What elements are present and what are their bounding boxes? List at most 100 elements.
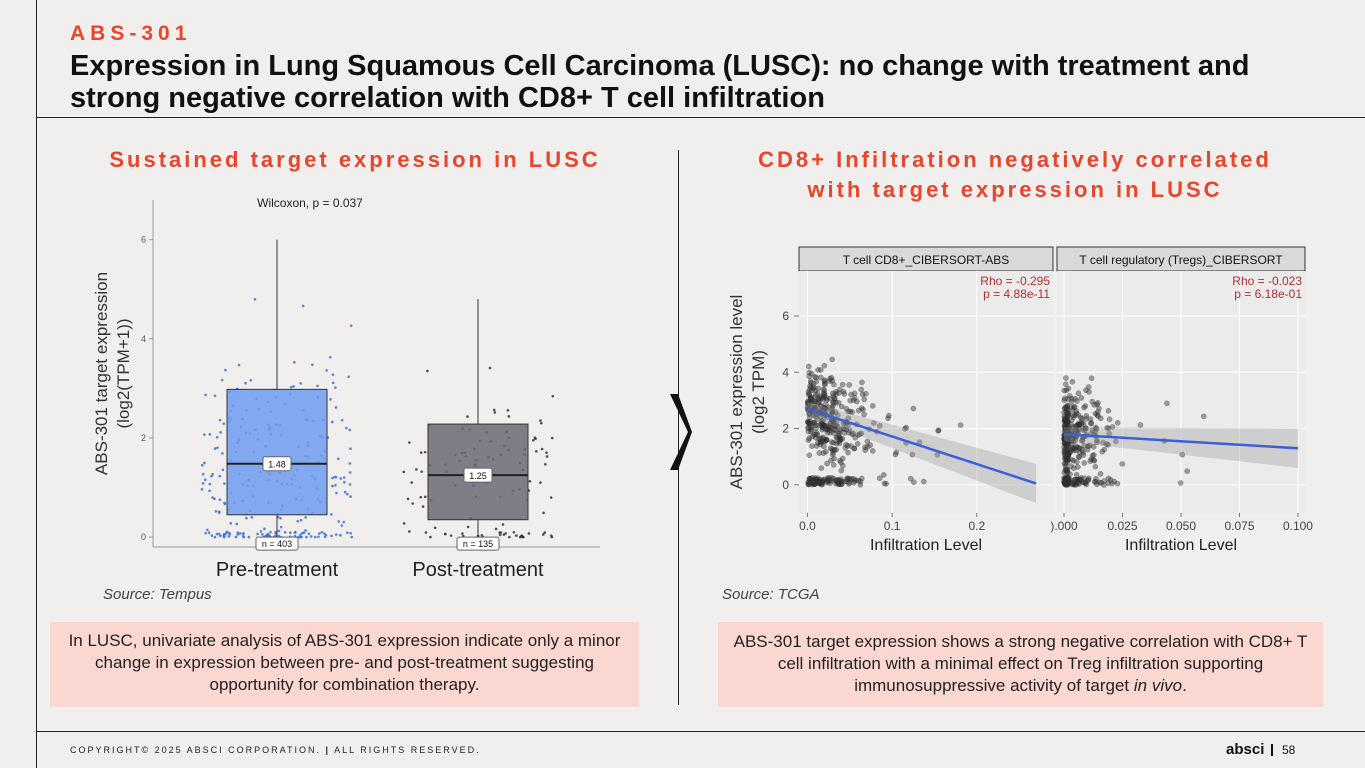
- scatter-point: [1076, 454, 1083, 460]
- data-point: [349, 447, 352, 450]
- header-divider: [36, 117, 1365, 118]
- scatter-point: [910, 405, 917, 412]
- scatter-point: [825, 475, 831, 482]
- scatter-point: [864, 444, 871, 450]
- data-point: [402, 470, 406, 474]
- scatter-point: [837, 426, 843, 433]
- data-point: [334, 386, 337, 389]
- scatter-point: [810, 419, 816, 426]
- scatter-point: [1081, 460, 1088, 466]
- scatter-point: [853, 477, 860, 484]
- scatter-point: [834, 434, 841, 441]
- data-point: [340, 524, 344, 527]
- scatter-point: [1091, 457, 1098, 464]
- scatter-point: [1061, 387, 1068, 394]
- scatter-point: [1081, 475, 1087, 482]
- scatter-point: [842, 445, 849, 451]
- scatter-point: [827, 445, 834, 452]
- scatter-point: [1068, 447, 1074, 454]
- scatter-point: [1065, 441, 1071, 448]
- scatter-point: [1075, 480, 1082, 486]
- data-point: [329, 398, 332, 401]
- scatter-point: [812, 425, 819, 432]
- scatter-point: [1065, 479, 1072, 485]
- scatter-point: [1078, 419, 1085, 426]
- data-point: [296, 520, 300, 523]
- scatter-point: [1062, 445, 1069, 452]
- data-point: [433, 526, 437, 530]
- data-point: [213, 447, 217, 450]
- scatter-point: [831, 381, 837, 388]
- scatter-point: [1069, 406, 1076, 413]
- data-point: [234, 535, 238, 539]
- scatter-point: [809, 433, 816, 440]
- scatter-point: [812, 422, 819, 429]
- brand-separator: [1271, 744, 1273, 756]
- scatter-point: [1082, 427, 1088, 434]
- scatter-point: [837, 435, 843, 441]
- scatter-point: [831, 396, 838, 402]
- scatter-point: [1065, 457, 1071, 463]
- scatter-point: [807, 394, 814, 401]
- data-point: [208, 489, 211, 493]
- scatter-point: [822, 423, 829, 430]
- data-point: [408, 441, 411, 444]
- scatter-point: [1105, 407, 1112, 414]
- scatter-point: [1065, 475, 1072, 482]
- scatter-point: [1070, 465, 1077, 472]
- data-point: [331, 381, 335, 385]
- median-label-box: [463, 467, 493, 483]
- data-point: [247, 535, 251, 539]
- scatter-point: [1063, 421, 1070, 427]
- scatter-point: [806, 411, 813, 417]
- data-point: [299, 382, 303, 385]
- scatter-point: [805, 399, 812, 406]
- scatter-point: [837, 481, 843, 488]
- scatter-point: [829, 390, 836, 397]
- data-point: [237, 363, 241, 367]
- scatter-point: [1094, 401, 1100, 408]
- scatter-point: [902, 425, 908, 432]
- scatter-point: [1064, 447, 1070, 454]
- scatter-point: [814, 477, 821, 484]
- y-tick-label: 0: [782, 478, 789, 492]
- data-point: [544, 463, 547, 466]
- scatter-point: [1075, 411, 1082, 418]
- scatter-point: [1062, 476, 1069, 482]
- scatter-point: [1076, 426, 1083, 432]
- scatter-point: [1071, 476, 1078, 483]
- scatter-point: [836, 386, 843, 393]
- scatter-point: [1062, 436, 1069, 442]
- scatter-point: [1063, 451, 1069, 457]
- data-point: [263, 527, 266, 531]
- data-point: [348, 462, 352, 465]
- scatter-point: [827, 480, 833, 487]
- scatter-point: [1062, 414, 1068, 421]
- scatter-point: [1066, 392, 1073, 399]
- scatter-point: [1062, 417, 1069, 424]
- scatter-point: [1062, 381, 1069, 388]
- scatter-point: [821, 422, 828, 429]
- scatter-point: [821, 405, 828, 412]
- scatter-point: [870, 420, 877, 426]
- data-point: [277, 534, 281, 538]
- data-point: [501, 523, 505, 526]
- scatter-point: [813, 478, 820, 485]
- data-point: [250, 516, 254, 519]
- scatter-point: [1065, 412, 1071, 418]
- scatter-point: [1067, 476, 1074, 483]
- scatter-point: [1065, 437, 1072, 444]
- data-point: [221, 452, 224, 455]
- scatter-point: [1064, 409, 1070, 416]
- scatter-point: [806, 476, 813, 482]
- scatter-point: [1061, 435, 1068, 442]
- scatter-point: [843, 441, 849, 448]
- scatter-point: [867, 442, 874, 448]
- data-point: [313, 535, 317, 539]
- data-point: [331, 484, 334, 488]
- box-pre: [226, 388, 328, 516]
- data-point: [350, 535, 354, 539]
- scatter-point: [1099, 448, 1106, 455]
- data-point: [242, 532, 245, 536]
- scatter-point: [816, 399, 822, 405]
